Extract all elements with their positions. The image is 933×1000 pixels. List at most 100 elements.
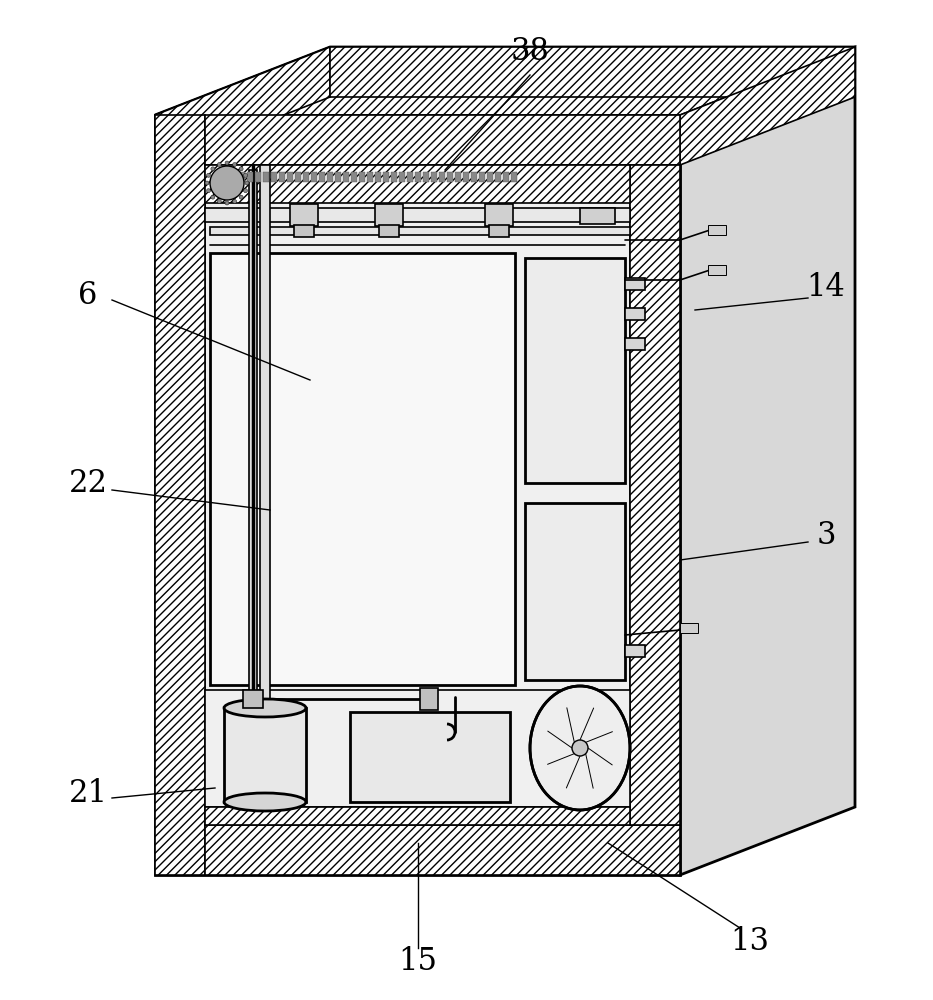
- Ellipse shape: [245, 181, 249, 185]
- Polygon shape: [391, 172, 397, 182]
- Ellipse shape: [244, 173, 247, 177]
- Polygon shape: [335, 172, 341, 182]
- Polygon shape: [239, 172, 245, 182]
- Ellipse shape: [217, 163, 221, 167]
- Polygon shape: [625, 278, 645, 290]
- Polygon shape: [294, 225, 314, 237]
- Polygon shape: [447, 172, 453, 182]
- Polygon shape: [205, 825, 680, 875]
- Polygon shape: [205, 208, 630, 222]
- Polygon shape: [311, 172, 317, 182]
- Polygon shape: [415, 172, 421, 182]
- Polygon shape: [260, 165, 270, 708]
- Ellipse shape: [224, 699, 306, 717]
- Polygon shape: [420, 688, 438, 710]
- Ellipse shape: [530, 686, 630, 810]
- Ellipse shape: [210, 166, 244, 200]
- Polygon shape: [319, 172, 325, 182]
- Polygon shape: [287, 172, 293, 182]
- Polygon shape: [487, 172, 493, 182]
- Polygon shape: [231, 172, 237, 182]
- Polygon shape: [489, 225, 509, 237]
- Polygon shape: [431, 172, 437, 182]
- Polygon shape: [495, 172, 501, 182]
- Polygon shape: [224, 708, 306, 802]
- Polygon shape: [625, 645, 645, 657]
- Polygon shape: [155, 47, 855, 115]
- Polygon shape: [330, 47, 855, 97]
- Text: 15: 15: [398, 946, 438, 978]
- Ellipse shape: [232, 199, 237, 203]
- Ellipse shape: [239, 167, 244, 171]
- Polygon shape: [303, 172, 309, 182]
- Polygon shape: [249, 170, 257, 700]
- Polygon shape: [327, 172, 333, 182]
- Ellipse shape: [206, 189, 211, 193]
- Polygon shape: [680, 47, 855, 165]
- Ellipse shape: [205, 181, 209, 185]
- Polygon shape: [379, 225, 399, 237]
- Polygon shape: [155, 115, 680, 875]
- Polygon shape: [399, 172, 405, 182]
- Ellipse shape: [211, 195, 215, 199]
- Polygon shape: [463, 172, 469, 182]
- Polygon shape: [343, 172, 349, 182]
- Polygon shape: [625, 338, 645, 350]
- Polygon shape: [485, 204, 513, 226]
- Polygon shape: [155, 47, 330, 165]
- Polygon shape: [359, 172, 365, 182]
- Polygon shape: [295, 172, 301, 182]
- Polygon shape: [350, 712, 510, 802]
- Ellipse shape: [217, 199, 221, 203]
- Ellipse shape: [206, 173, 211, 177]
- Ellipse shape: [225, 201, 229, 205]
- Polygon shape: [680, 623, 698, 633]
- Text: 3: 3: [816, 520, 836, 550]
- Polygon shape: [407, 172, 413, 182]
- Polygon shape: [367, 172, 373, 182]
- Ellipse shape: [211, 167, 215, 171]
- Polygon shape: [525, 503, 625, 680]
- Ellipse shape: [232, 163, 237, 167]
- Polygon shape: [247, 172, 253, 182]
- Polygon shape: [423, 172, 429, 182]
- Polygon shape: [263, 172, 269, 182]
- Text: 13: 13: [731, 926, 770, 958]
- Ellipse shape: [225, 161, 229, 165]
- Polygon shape: [503, 172, 509, 182]
- Polygon shape: [279, 172, 285, 182]
- Polygon shape: [223, 172, 229, 182]
- Polygon shape: [351, 172, 357, 182]
- Polygon shape: [455, 172, 461, 182]
- Polygon shape: [205, 165, 630, 825]
- Text: 22: 22: [68, 468, 107, 498]
- Text: 21: 21: [68, 778, 107, 808]
- Polygon shape: [511, 172, 517, 182]
- Polygon shape: [255, 172, 261, 182]
- Polygon shape: [525, 258, 625, 483]
- Polygon shape: [205, 115, 680, 165]
- Polygon shape: [210, 253, 515, 685]
- Text: 14: 14: [807, 272, 845, 304]
- Ellipse shape: [224, 793, 306, 811]
- Polygon shape: [580, 208, 615, 224]
- Polygon shape: [215, 172, 221, 182]
- Polygon shape: [375, 204, 403, 226]
- Polygon shape: [680, 47, 855, 875]
- Polygon shape: [479, 172, 485, 182]
- Polygon shape: [243, 690, 263, 708]
- Polygon shape: [155, 47, 855, 115]
- Polygon shape: [625, 308, 645, 320]
- Polygon shape: [155, 115, 205, 875]
- Polygon shape: [271, 172, 277, 182]
- Polygon shape: [439, 172, 445, 182]
- Polygon shape: [205, 690, 630, 807]
- Polygon shape: [205, 165, 630, 203]
- Polygon shape: [383, 172, 389, 182]
- Polygon shape: [205, 807, 630, 825]
- Polygon shape: [708, 265, 726, 275]
- Polygon shape: [630, 165, 680, 825]
- Text: 6: 6: [78, 279, 98, 310]
- Polygon shape: [290, 204, 318, 226]
- Ellipse shape: [244, 189, 247, 193]
